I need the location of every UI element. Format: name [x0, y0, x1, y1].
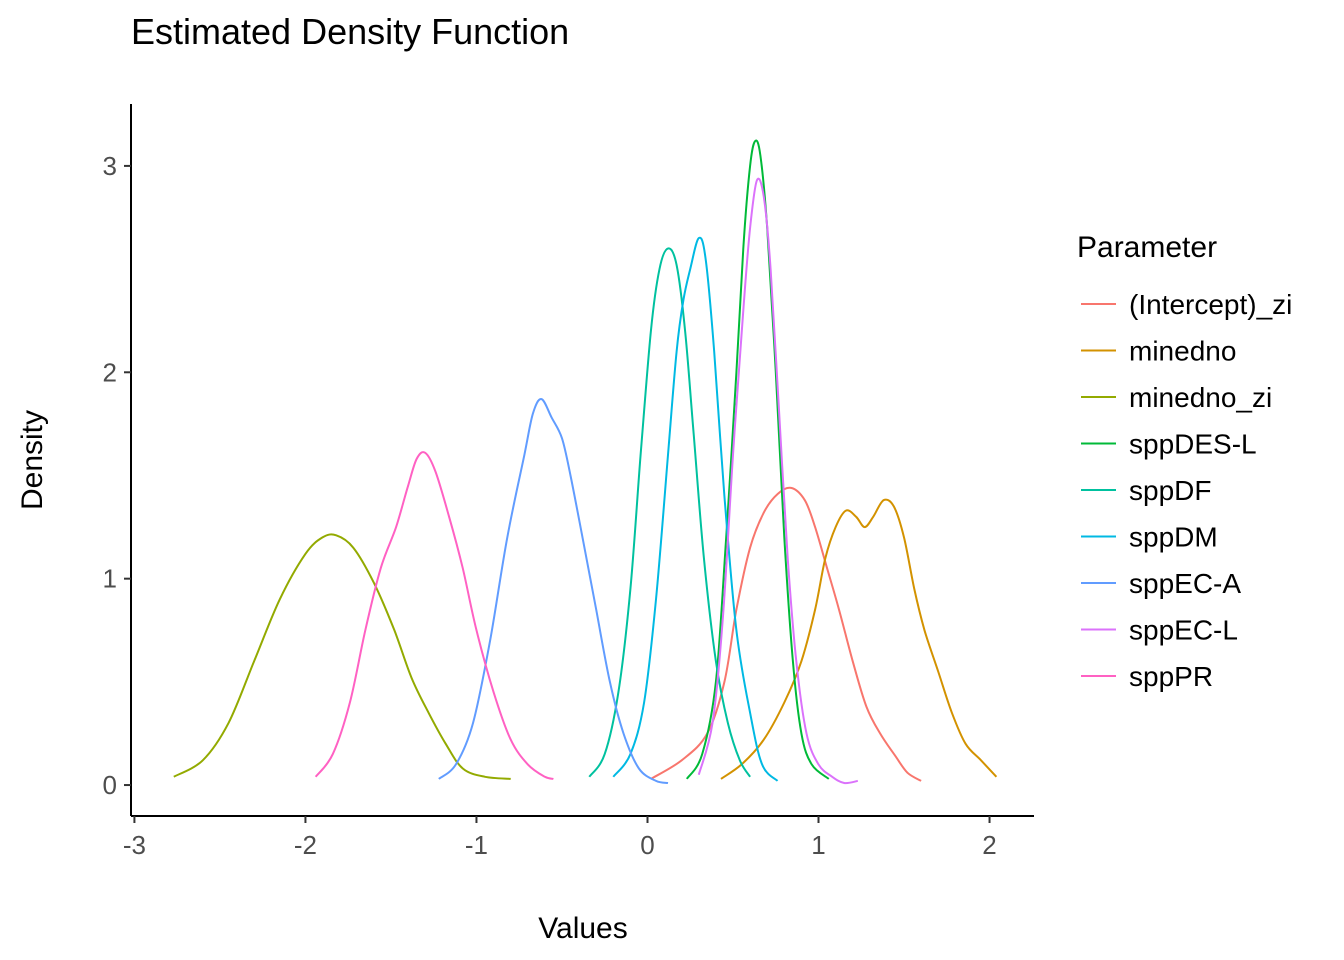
density-curve-sppdm — [612, 236, 779, 782]
density-curve-sppec-a — [438, 398, 669, 784]
legend-label-sppec-a: sppEC-A — [1129, 568, 1241, 599]
legend-label-spppr: sppPR — [1129, 661, 1213, 692]
density-curve-sppdf — [588, 247, 751, 778]
axis-ticks: -3 -2 -1 0 1 2 0 1 2 3 — [103, 151, 997, 860]
y-tick-label: 2 — [103, 357, 117, 387]
density-curve-intercept-zi — [650, 486, 922, 782]
density-curve-sppdes-l — [685, 139, 830, 780]
y-tick-label: 1 — [103, 564, 117, 594]
x-axis-title: Values — [538, 912, 628, 945]
legend-label-minedno: minedno — [1129, 336, 1236, 367]
density-curve-minedno-zi — [173, 533, 511, 780]
chart-title: Estimated Density Function — [131, 11, 569, 52]
legend-label-intercept-zi: (Intercept)_zi — [1129, 289, 1292, 320]
density-curve-sppec-l — [697, 177, 859, 785]
legend-label-sppec-l: sppEC-L — [1129, 615, 1238, 646]
legend-title: Parameter — [1077, 231, 1217, 264]
x-tick-label: -2 — [294, 830, 317, 860]
legend-label-sppdm: sppDM — [1129, 522, 1218, 553]
y-tick-label: 3 — [103, 151, 117, 181]
density-curve-minedno — [720, 498, 998, 780]
x-tick-label: -1 — [465, 830, 488, 860]
y-axis-title: Density — [16, 410, 49, 510]
density-curve-spppr — [314, 451, 554, 780]
y-tick-label: 0 — [103, 770, 117, 800]
legend-label-minedno-zi: minedno_zi — [1129, 382, 1272, 413]
x-tick-label: -3 — [123, 830, 146, 860]
density-curves — [173, 139, 998, 785]
x-tick-label: 1 — [811, 830, 825, 860]
x-tick-label: 2 — [982, 830, 996, 860]
legend-label-sppdf: sppDF — [1129, 475, 1211, 506]
legend-label-sppdes-l: sppDES-L — [1129, 429, 1257, 460]
x-tick-label: 0 — [640, 830, 654, 860]
